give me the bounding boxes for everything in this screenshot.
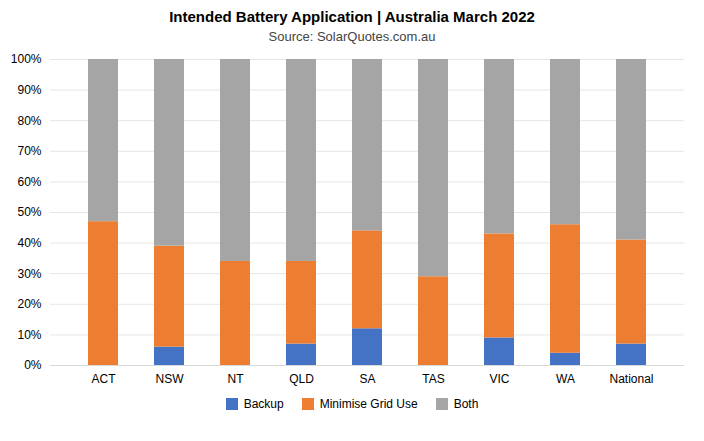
svg-text:WA: WA [556, 372, 575, 386]
html-text:Both: Both [453, 397, 479, 411]
svg-text:80%: 80% [17, 114, 41, 128]
svg-text:0%: 0% [24, 358, 42, 372]
svg-text:National: National [609, 372, 653, 386]
svg-text:40%: 40% [17, 236, 41, 250]
svg-text:QLD: QLD [289, 372, 314, 386]
svg-text:NT: NT [228, 372, 245, 386]
svg-text:10%: 10% [17, 328, 41, 342]
svg-text:VIC: VIC [489, 372, 509, 386]
svg-text:90%: 90% [17, 83, 41, 97]
html-text:Backup: Backup [243, 397, 284, 411]
svg-text:70%: 70% [17, 144, 41, 158]
html-text:Minimise Grid Use: Minimise Grid Use [319, 397, 418, 411]
svg-text:30%: 30% [17, 267, 41, 281]
html-text:Intended Battery Application |: Intended Battery Application | Australia… [169, 8, 535, 25]
svg-text:SA: SA [359, 372, 375, 386]
svg-text:TAS: TAS [422, 372, 444, 386]
svg-text:100%: 100% [11, 52, 42, 66]
svg-text:20%: 20% [17, 297, 41, 311]
svg-text:ACT: ACT [92, 372, 117, 386]
html-text:Source: SolarQuotes.com.au: Source: SolarQuotes.com.au [268, 29, 436, 44]
svg-text:50%: 50% [17, 205, 41, 219]
svg-text:60%: 60% [17, 175, 41, 189]
svg-text:NSW: NSW [156, 372, 185, 386]
